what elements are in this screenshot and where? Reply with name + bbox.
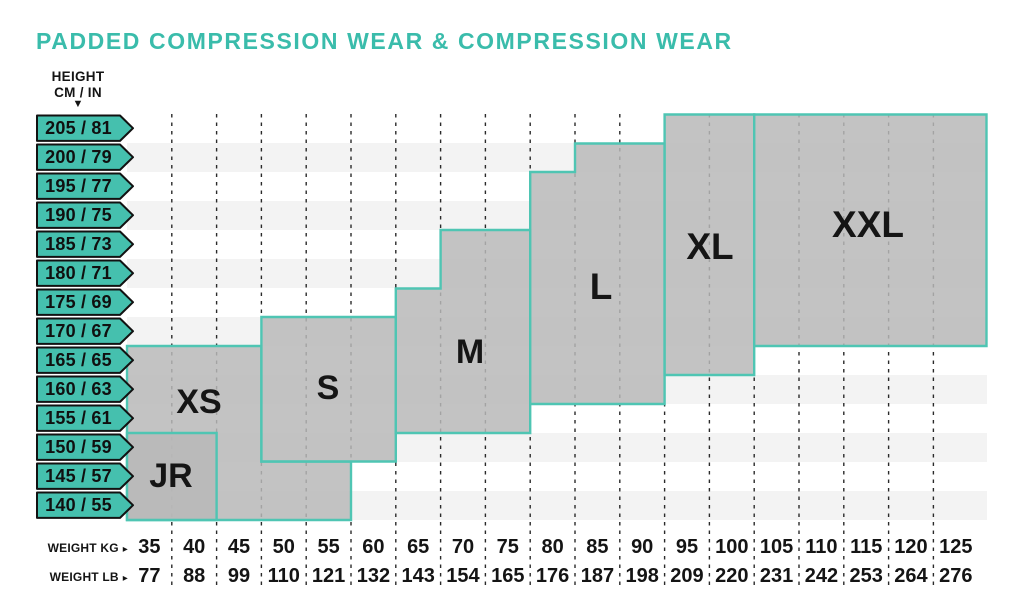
weight-lb-value: 154 [446, 565, 480, 587]
height-tag-label: 185 / 73 [45, 234, 112, 254]
size-label-xl: XL [686, 226, 734, 267]
weight-lb-value: 88 [183, 565, 206, 587]
size-label-xs: XS [176, 383, 222, 421]
weight-axis-arrow-icon: ▸ [122, 573, 128, 584]
height-tag-label: 155 / 61 [45, 408, 112, 428]
height-tag-label: 160 / 63 [45, 379, 112, 399]
height-tag-shape [36, 230, 134, 258]
size-region-m [394, 228, 532, 435]
weight-lb-value: 176 [535, 565, 570, 587]
weight-kg-value: 80 [541, 536, 564, 558]
height-tag-shape [36, 143, 134, 171]
height-tags [36, 114, 134, 519]
height-tag-shape [36, 404, 134, 432]
weight-kg-axis-text: WEIGHT KG [47, 541, 119, 555]
weight-lb-axis-label: WEIGHT LB ▸ [30, 570, 128, 584]
weight-kg-value: 115 [850, 536, 883, 558]
weight-axis-arrow-icon: ▸ [122, 544, 128, 555]
height-tag-label: 150 / 59 [45, 437, 112, 457]
weight-kg-axis-label: WEIGHT KG ▸ [30, 541, 128, 555]
weight-lb-value: 276 [939, 565, 973, 587]
weight-lb-value: 220 [715, 565, 749, 587]
weight-lb-value: 242 [804, 565, 839, 587]
weight-lb-axis-text: WEIGHT LB [49, 570, 119, 584]
weight-kg-value: 105 [759, 536, 794, 558]
weight-lb-value: 121 [311, 565, 346, 587]
size-label-s: S [316, 369, 340, 407]
height-tag-label: 180 / 71 [45, 263, 112, 283]
weight-lb-value: 143 [401, 565, 435, 587]
weight-lb-value: 132 [356, 565, 391, 587]
size-label-xxl: XXL [832, 204, 904, 245]
height-tag-shape [36, 288, 134, 316]
weight-kg-value: 65 [407, 536, 430, 558]
height-tag-shape [36, 462, 134, 490]
height-tag-label: 175 / 69 [45, 292, 112, 312]
height-tag-shape [36, 491, 134, 519]
size-label-l: L [589, 266, 613, 307]
size-label-m: M [455, 333, 485, 371]
height-tag-shape [36, 114, 134, 142]
weight-lb-value: 165 [491, 565, 525, 587]
size-region-xl [663, 113, 756, 377]
weight-lb-value: 99 [227, 565, 251, 587]
height-axis-label: HEIGHT CM / IN [31, 69, 125, 100]
weight-kg-value: 75 [496, 536, 519, 558]
size-region-jr [125, 431, 218, 522]
weight-kg-value: 95 [675, 536, 699, 558]
height-tag-shape [36, 346, 134, 374]
height-axis-label-line1: HEIGHT [51, 69, 105, 84]
weight-kg-value: 50 [272, 536, 295, 558]
weight-lb-value: 264 [894, 565, 928, 587]
weight-kg-value: 40 [183, 536, 206, 558]
weight-lb-value: 253 [849, 565, 883, 587]
weight-kg-value: 45 [227, 536, 251, 558]
weight-kg-value: 85 [586, 536, 609, 558]
height-tag-label: 200 / 79 [45, 147, 112, 167]
size-region-xxl [753, 113, 988, 348]
page-title: PADDED COMPRESSION WEAR & COMPRESSION WE… [36, 28, 733, 54]
height-tag-shape [36, 201, 134, 229]
weight-kg-value: 35 [138, 536, 161, 558]
size-label-jr: JR [149, 457, 193, 495]
weight-lb-value: 231 [759, 565, 794, 587]
height-tag-shape [36, 433, 134, 461]
height-tag-shape [36, 317, 134, 345]
weight-kg-value: 120 [894, 536, 928, 558]
weight-lb-value: 198 [625, 565, 659, 587]
weight-lb-value: 187 [580, 565, 615, 587]
height-tag-label: 190 / 75 [45, 205, 112, 225]
height-tag-shape [36, 172, 134, 200]
weight-kg-value: 60 [362, 536, 385, 558]
height-tag-label: 145 / 57 [45, 466, 112, 486]
height-tag-shape [36, 259, 134, 287]
weight-kg-value: 70 [451, 536, 475, 558]
weight-kg-value: 90 [631, 536, 654, 558]
height-tag-label: 205 / 81 [45, 118, 112, 138]
weight-kg-value: 55 [317, 536, 340, 558]
size-regions [125, 113, 988, 522]
weight-lb-value: 209 [670, 565, 704, 587]
height-tag-shape [36, 375, 134, 403]
weight-lb-value: 77 [138, 565, 161, 587]
height-tag-label: 170 / 67 [45, 321, 112, 341]
weight-lb-value: 110 [267, 565, 300, 587]
weight-kg-value: 100 [715, 536, 749, 558]
weight-kg-value: 125 [939, 536, 973, 558]
height-tag-label: 165 / 65 [45, 350, 112, 370]
height-tag-label: 140 / 55 [45, 495, 112, 515]
height-axis-label-line2: CM / IN [54, 84, 102, 100]
size-region-s [260, 315, 397, 463]
weight-kg-value: 110 [805, 536, 838, 558]
height-tag-label: 195 / 77 [45, 176, 112, 196]
height-axis-arrow-icon: ▼ [72, 98, 84, 110]
